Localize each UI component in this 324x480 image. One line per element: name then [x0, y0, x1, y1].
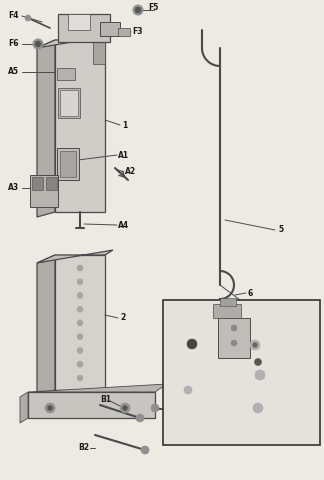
Circle shape	[136, 414, 144, 422]
Polygon shape	[37, 250, 113, 263]
Bar	[57, 148, 79, 180]
Bar	[60, 151, 76, 177]
Text: 1: 1	[122, 120, 127, 130]
Circle shape	[151, 404, 159, 412]
Circle shape	[77, 334, 83, 340]
Bar	[60, 90, 78, 116]
Text: 5: 5	[278, 226, 283, 235]
Text: F2: F2	[167, 317, 178, 326]
Circle shape	[77, 320, 83, 326]
Circle shape	[77, 279, 83, 285]
Polygon shape	[37, 255, 55, 395]
Bar	[118, 28, 130, 36]
Bar	[28, 392, 155, 418]
Bar	[30, 175, 58, 207]
Circle shape	[48, 406, 52, 410]
Text: F5: F5	[148, 3, 158, 12]
Circle shape	[77, 292, 83, 299]
Text: 6: 6	[248, 288, 253, 298]
Circle shape	[120, 403, 130, 413]
Text: G8: G8	[290, 403, 302, 411]
Bar	[218, 318, 250, 358]
Bar	[57, 68, 75, 80]
Bar	[93, 42, 105, 64]
Text: A5: A5	[8, 68, 19, 76]
Circle shape	[133, 5, 143, 15]
Circle shape	[77, 306, 83, 312]
Circle shape	[184, 386, 192, 394]
Text: A2: A2	[125, 168, 136, 177]
Bar	[100, 22, 120, 36]
Text: A4: A4	[118, 220, 129, 229]
Bar	[55, 255, 105, 390]
Bar	[163, 300, 320, 445]
Text: G7: G7	[167, 384, 179, 393]
Circle shape	[33, 39, 43, 49]
Bar	[32, 177, 43, 190]
Text: F6: F6	[8, 39, 18, 48]
Text: G2: G2	[265, 365, 276, 374]
Text: 2: 2	[120, 313, 125, 323]
Circle shape	[36, 41, 40, 47]
Text: G6: G6	[290, 336, 302, 345]
Polygon shape	[28, 384, 167, 392]
Bar	[213, 304, 241, 318]
Polygon shape	[37, 35, 113, 48]
Circle shape	[231, 325, 237, 331]
Circle shape	[135, 8, 141, 12]
Circle shape	[250, 340, 260, 350]
Polygon shape	[37, 40, 55, 217]
Text: C1: C1	[165, 404, 176, 412]
Circle shape	[141, 446, 149, 454]
Circle shape	[25, 15, 31, 21]
Bar	[220, 298, 236, 306]
Text: G4: G4	[290, 353, 302, 362]
Circle shape	[255, 370, 265, 380]
Circle shape	[45, 403, 55, 413]
Circle shape	[253, 403, 263, 413]
Text: F3: F3	[132, 27, 143, 36]
Polygon shape	[20, 392, 28, 423]
Circle shape	[187, 339, 197, 349]
Text: F4: F4	[8, 12, 18, 21]
Text: G5: G5	[167, 337, 179, 347]
Circle shape	[77, 375, 83, 381]
Circle shape	[254, 359, 261, 365]
Circle shape	[253, 343, 257, 347]
Text: B2: B2	[78, 444, 89, 453]
Text: A3: A3	[8, 183, 19, 192]
Circle shape	[123, 406, 127, 410]
Bar	[46, 177, 57, 190]
Circle shape	[77, 348, 83, 353]
Circle shape	[77, 361, 83, 367]
Bar	[68, 14, 90, 30]
Text: B1: B1	[100, 396, 111, 405]
Bar	[55, 40, 105, 212]
Circle shape	[77, 265, 83, 271]
Bar	[58, 88, 80, 118]
Text: A1: A1	[118, 151, 129, 159]
Bar	[58, 14, 110, 42]
Circle shape	[231, 340, 237, 346]
